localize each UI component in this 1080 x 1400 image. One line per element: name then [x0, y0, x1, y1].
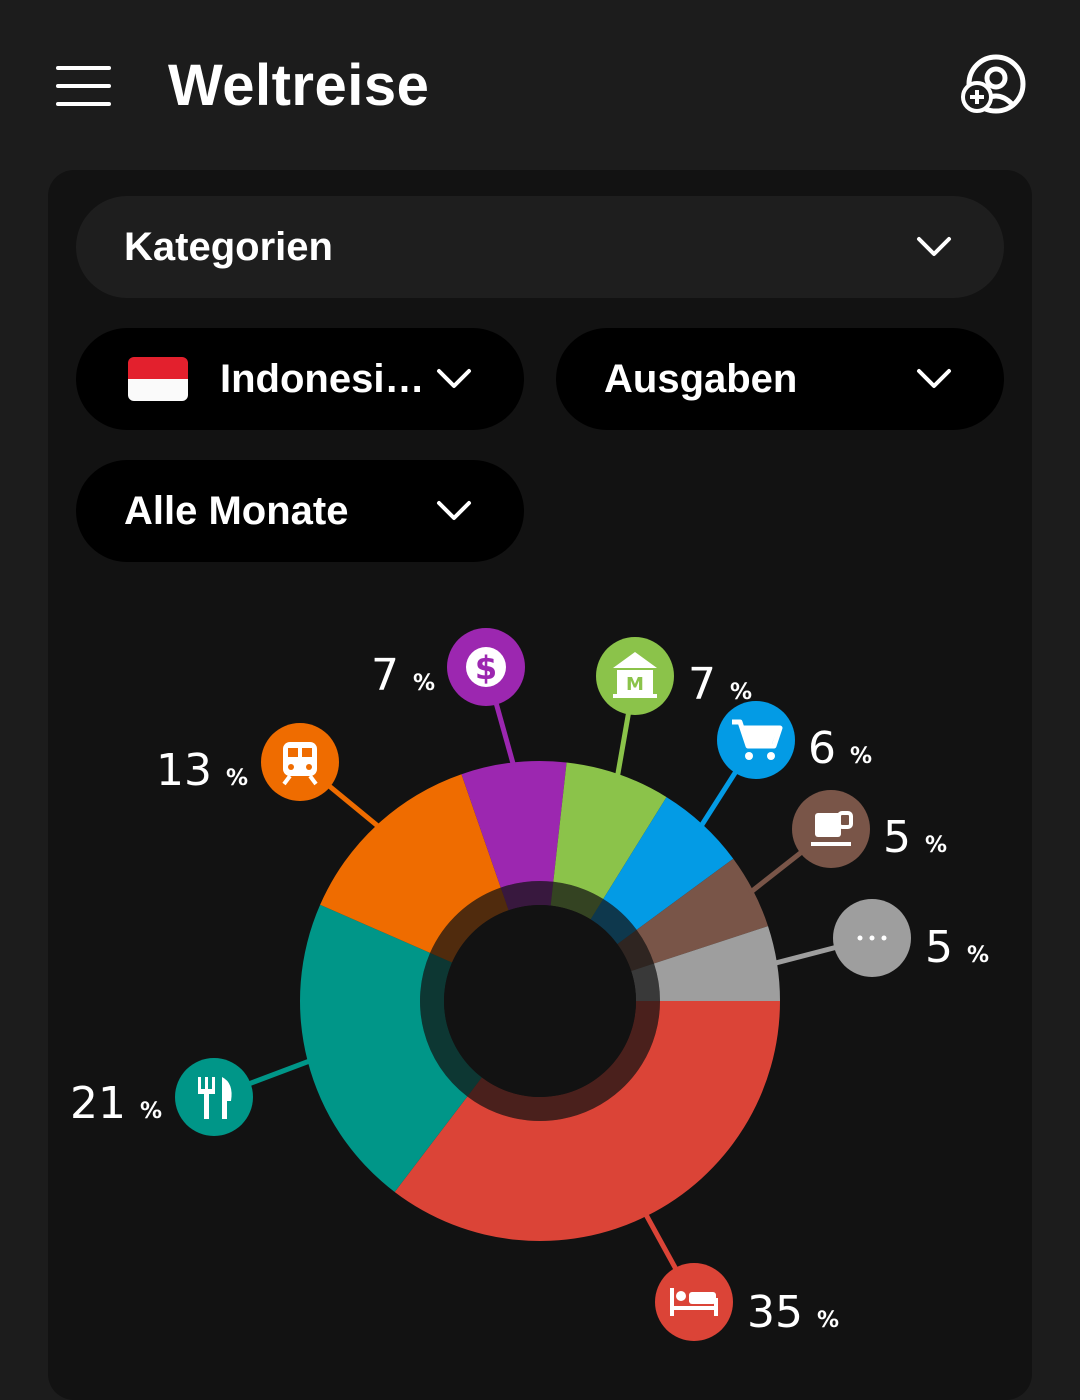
museum-icon: M	[596, 637, 674, 715]
type-dropdown[interactable]: Ausgaben	[556, 328, 1004, 430]
callout-accommodation[interactable]: 35 %	[642, 1211, 839, 1341]
chevron-down-icon	[917, 369, 951, 388]
slice-percent-label: 6 %	[808, 723, 872, 774]
callout-shopping[interactable]: 6 %	[698, 701, 872, 829]
slice-percent-label: 13 %	[156, 745, 248, 796]
coffee-icon	[792, 790, 870, 868]
dollar-icon: $	[447, 628, 525, 706]
slice-percent-label: 5 %	[883, 812, 947, 863]
type-dropdown-label: Ausgaben	[604, 356, 798, 401]
slice-transport[interactable]	[320, 774, 501, 953]
page-title: Weltreise	[168, 53, 430, 118]
callout-transport[interactable]: 13 %	[156, 723, 382, 830]
callout-money[interactable]: $7 %	[371, 628, 525, 768]
indonesia-flag-icon	[128, 357, 188, 401]
slice-percent-label: 7 %	[371, 650, 435, 701]
more-icon	[833, 899, 911, 977]
callout-other[interactable]: 5 %	[772, 899, 989, 977]
slice-inner-ring	[617, 929, 655, 972]
category-dropdown-label: Kategorien	[124, 224, 333, 269]
slice-money[interactable]	[461, 761, 567, 888]
slice-inner-ring	[500, 881, 554, 911]
period-dropdown-label: Alle Monate	[124, 488, 349, 533]
slice-drinks[interactable]	[636, 858, 769, 964]
bed-icon	[655, 1263, 733, 1341]
callout-drinks[interactable]: 5 %	[748, 790, 947, 895]
slice-food[interactable]	[299, 904, 468, 1192]
slice-percent-label: 21 %	[70, 1078, 162, 1129]
callout-sightseeing[interactable]: M 7 %	[596, 637, 752, 779]
slice-sightseeing[interactable]	[553, 762, 667, 900]
chevron-down-icon	[437, 369, 471, 388]
slice-accommodation[interactable]	[394, 1001, 780, 1241]
add-user-icon[interactable]	[960, 54, 1030, 116]
country-dropdown[interactable]: Indonesi…	[76, 328, 524, 430]
slice-inner-ring	[420, 952, 482, 1097]
svg-text:M: M	[626, 674, 644, 695]
slice-shopping[interactable]	[603, 797, 734, 930]
callout-food[interactable]: 21 %	[70, 1057, 313, 1136]
app-bar: Weltreise	[0, 0, 1080, 175]
slice-inner-ring	[467, 1001, 660, 1122]
chevron-down-icon	[437, 501, 471, 520]
train-icon	[261, 723, 339, 801]
slice-inner-ring	[550, 881, 604, 920]
cart-icon	[717, 701, 795, 779]
donut-hole	[444, 905, 636, 1097]
slice-percent-label: 35 %	[747, 1287, 839, 1338]
cutlery-icon	[175, 1058, 253, 1136]
slice-inner-ring	[631, 963, 660, 1001]
slice-inner-ring	[430, 887, 509, 963]
country-dropdown-label: Indonesi…	[220, 356, 425, 401]
slice-percent-label: 7 %	[688, 659, 752, 710]
slice-other[interactable]	[654, 926, 780, 1001]
menu-icon[interactable]	[56, 66, 112, 106]
svg-text:$: $	[475, 649, 497, 687]
period-dropdown[interactable]: Alle Monate	[76, 460, 524, 562]
slice-percent-label: 5 %	[925, 922, 989, 973]
category-dropdown[interactable]: Kategorien	[76, 196, 1004, 298]
slice-inner-ring	[590, 899, 637, 945]
chevron-down-icon	[917, 237, 951, 256]
